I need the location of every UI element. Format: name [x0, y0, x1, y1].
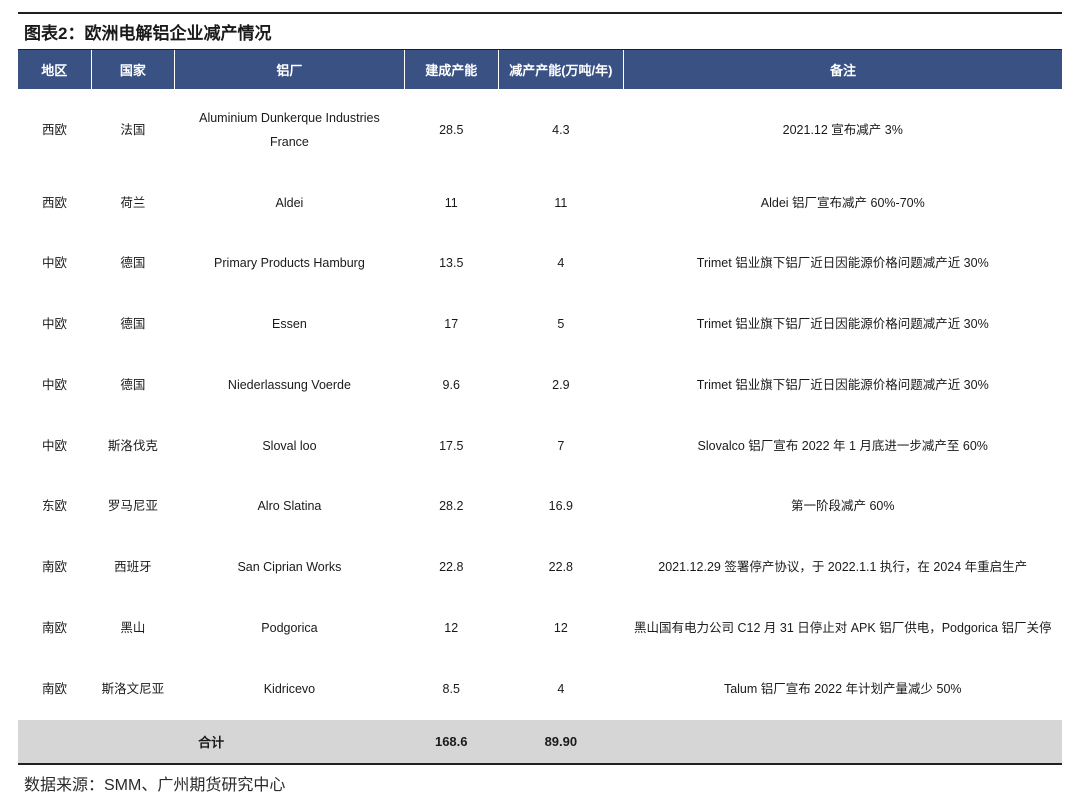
- cell-note: 第一阶段减产 60%: [623, 477, 1062, 538]
- cell-plant: Primary Products Hamburg: [175, 234, 405, 295]
- table-row: 中欧德国Niederlassung Voerde9.62.9Trimet 铝业旗…: [18, 355, 1062, 416]
- cell-region: 中欧: [18, 295, 91, 356]
- cell-region: 南欧: [18, 598, 91, 659]
- cell-plant: San Ciprian Works: [175, 538, 405, 599]
- cell-reduction: 22.8: [498, 538, 623, 599]
- cell-country: 法国: [91, 89, 175, 173]
- cell-plant: Essen: [175, 295, 405, 356]
- cell-plant: Sloval loo: [175, 416, 405, 477]
- col-header-country: 国家: [91, 50, 175, 89]
- table-row: 中欧德国Essen175Trimet 铝业旗下铝厂近日因能源价格问题减产近 30…: [18, 295, 1062, 356]
- cell-region: 中欧: [18, 416, 91, 477]
- table-footer-row: 合计 168.6 89.90: [18, 720, 1062, 765]
- cell-country: 德国: [91, 234, 175, 295]
- footer-reduction-total: 89.90: [498, 720, 623, 765]
- cell-country: 黑山: [91, 598, 175, 659]
- chart-title: 图表2：欧洲电解铝企业减产情况: [18, 12, 1062, 50]
- cell-note: 2021.12 宣布减产 3%: [623, 89, 1062, 173]
- cell-country: 德国: [91, 295, 175, 356]
- cell-capacity: 11: [404, 173, 498, 234]
- cell-plant: Alro Slatina: [175, 477, 405, 538]
- table-row: 中欧斯洛伐克Sloval loo17.57Slovalco 铝厂宣布 2022 …: [18, 416, 1062, 477]
- table-header-row: 地区 国家 铝厂 建成产能 减产产能(万吨/年) 备注: [18, 50, 1062, 89]
- col-header-note: 备注: [623, 50, 1062, 89]
- col-header-reduction: 减产产能(万吨/年): [498, 50, 623, 89]
- cell-region: 东欧: [18, 477, 91, 538]
- cell-capacity: 12: [404, 598, 498, 659]
- cell-reduction: 12: [498, 598, 623, 659]
- cell-reduction: 11: [498, 173, 623, 234]
- cell-region: 南欧: [18, 538, 91, 599]
- cell-plant: Niederlassung Voerde: [175, 355, 405, 416]
- table-body: 西欧法国Aluminium Dunkerque Industries Franc…: [18, 89, 1062, 720]
- cell-country: 荷兰: [91, 173, 175, 234]
- cell-region: 西欧: [18, 173, 91, 234]
- cell-reduction: 4.3: [498, 89, 623, 173]
- cell-plant: Podgorica: [175, 598, 405, 659]
- footer-empty: [623, 720, 1062, 765]
- table-row: 南欧斯洛文尼亚Kidricevo8.54Talum 铝厂宣布 2022 年计划产…: [18, 659, 1062, 720]
- cell-capacity: 13.5: [404, 234, 498, 295]
- cell-reduction: 16.9: [498, 477, 623, 538]
- cell-note: Trimet 铝业旗下铝厂近日因能源价格问题减产近 30%: [623, 295, 1062, 356]
- table-row: 南欧黑山Podgorica1212黑山国有电力公司 C12 月 31 日停止对 …: [18, 598, 1062, 659]
- cell-country: 斯洛文尼亚: [91, 659, 175, 720]
- table-row: 东欧罗马尼亚Alro Slatina28.216.9第一阶段减产 60%: [18, 477, 1062, 538]
- cell-note: Slovalco 铝厂宣布 2022 年 1 月底进一步减产至 60%: [623, 416, 1062, 477]
- footer-capacity-total: 168.6: [404, 720, 498, 765]
- cell-reduction: 7: [498, 416, 623, 477]
- cell-capacity: 17.5: [404, 416, 498, 477]
- cell-capacity: 9.6: [404, 355, 498, 416]
- cell-region: 西欧: [18, 89, 91, 173]
- cell-reduction: 4: [498, 234, 623, 295]
- cell-capacity: 8.5: [404, 659, 498, 720]
- cell-region: 南欧: [18, 659, 91, 720]
- cell-country: 德国: [91, 355, 175, 416]
- cell-plant: Aluminium Dunkerque Industries France: [175, 89, 405, 173]
- data-source-note: 数据来源：SMM、广州期货研究中心: [18, 765, 1062, 795]
- table-row: 南欧西班牙San Ciprian Works22.822.82021.12.29…: [18, 538, 1062, 599]
- cell-reduction: 2.9: [498, 355, 623, 416]
- table-row: 中欧德国Primary Products Hamburg13.54Trimet …: [18, 234, 1062, 295]
- cell-plant: Kidricevo: [175, 659, 405, 720]
- cell-country: 罗马尼亚: [91, 477, 175, 538]
- cell-capacity: 28.2: [404, 477, 498, 538]
- table-row: 西欧法国Aluminium Dunkerque Industries Franc…: [18, 89, 1062, 173]
- col-header-plant: 铝厂: [175, 50, 405, 89]
- col-header-capacity: 建成产能: [404, 50, 498, 89]
- col-header-region: 地区: [18, 50, 91, 89]
- cell-region: 中欧: [18, 234, 91, 295]
- cell-capacity: 28.5: [404, 89, 498, 173]
- cell-note: 2021.12.29 签署停产协议，于 2022.1.1 执行，在 2024 年…: [623, 538, 1062, 599]
- cell-reduction: 5: [498, 295, 623, 356]
- table-row: 西欧荷兰Aldei1111Aldei 铝厂宣布减产 60%-70%: [18, 173, 1062, 234]
- cell-capacity: 17: [404, 295, 498, 356]
- footer-total-label: 合计: [18, 720, 404, 765]
- cell-region: 中欧: [18, 355, 91, 416]
- cell-country: 西班牙: [91, 538, 175, 599]
- aluminum-reduction-table: 地区 国家 铝厂 建成产能 减产产能(万吨/年) 备注 西欧法国Aluminiu…: [18, 50, 1062, 765]
- cell-note: Talum 铝厂宣布 2022 年计划产量减少 50%: [623, 659, 1062, 720]
- cell-reduction: 4: [498, 659, 623, 720]
- cell-country: 斯洛伐克: [91, 416, 175, 477]
- cell-note: Trimet 铝业旗下铝厂近日因能源价格问题减产近 30%: [623, 355, 1062, 416]
- cell-note: Trimet 铝业旗下铝厂近日因能源价格问题减产近 30%: [623, 234, 1062, 295]
- cell-plant: Aldei: [175, 173, 405, 234]
- cell-capacity: 22.8: [404, 538, 498, 599]
- cell-note: 黑山国有电力公司 C12 月 31 日停止对 APK 铝厂供电，Podgoric…: [623, 598, 1062, 659]
- cell-note: Aldei 铝厂宣布减产 60%-70%: [623, 173, 1062, 234]
